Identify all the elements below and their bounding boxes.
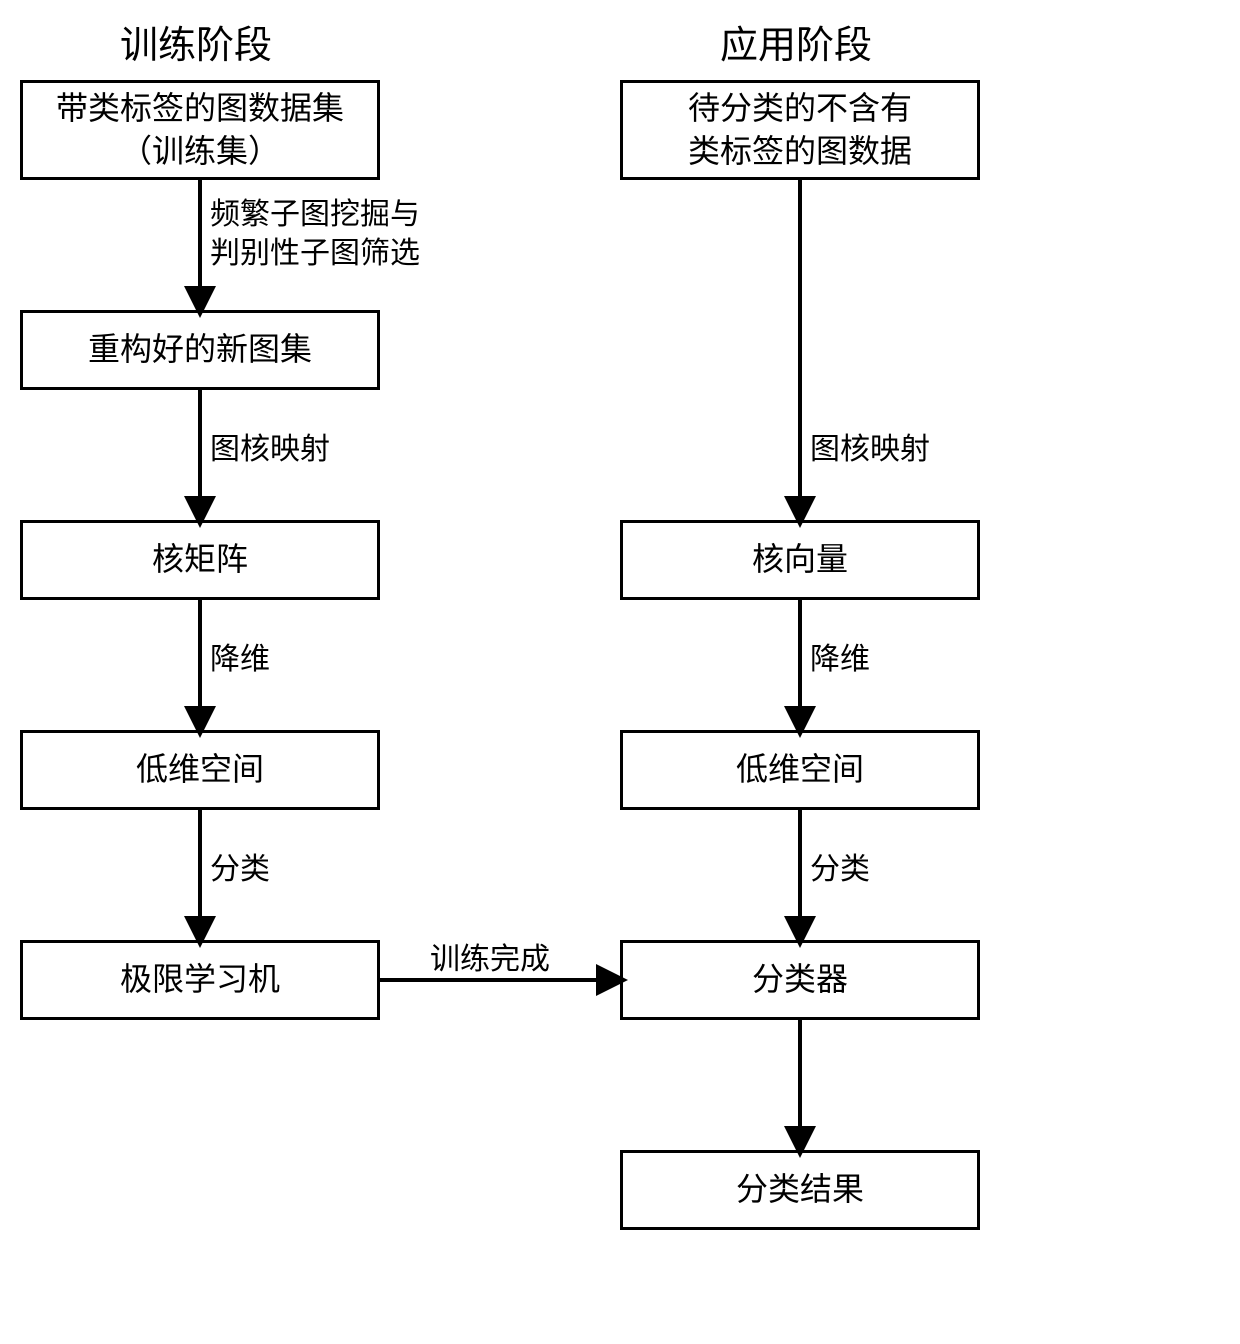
node-kernel-matrix: 核矩阵 [20,520,380,600]
edge-label-training-done: 训练完成 [430,940,550,979]
node-label: 待分类的不含有 类标签的图数据 [688,87,912,173]
node-low-dim-space-right: 低维空间 [620,730,980,810]
node-label: 核向量 [752,538,848,581]
node-kernel-vector: 核向量 [620,520,980,600]
edge-label-dimreduce-right: 降维 [810,640,870,679]
edge-label-dimreduce-left: 降维 [210,640,270,679]
node-label: 低维空间 [136,748,264,791]
node-label: 极限学习机 [120,958,280,1001]
node-result: 分类结果 [620,1150,980,1230]
edge-label-kernel-map-left: 图核映射 [210,430,330,469]
edge-label-kernel-map-right: 图核映射 [810,430,930,469]
node-label: 核矩阵 [152,538,248,581]
edge-label-classify-right: 分类 [810,850,870,889]
node-classifier: 分类器 [620,940,980,1020]
node-training-set: 带类标签的图数据集 （训练集） [20,80,380,180]
flowchart-arrows [0,0,1240,1344]
node-label: 低维空间 [736,748,864,791]
edge-label-subgraph-mining: 频繁子图挖掘与 判别性子图筛选 [210,195,420,273]
title-training-phase: 训练阶段 [120,14,272,69]
node-label: 分类结果 [736,1168,864,1211]
node-label: 带类标签的图数据集 （训练集） [56,87,344,173]
node-label: 重构好的新图集 [88,328,312,371]
node-low-dim-space-left: 低维空间 [20,730,380,810]
node-label: 分类器 [752,958,848,1001]
title-application-phase: 应用阶段 [720,14,872,69]
node-unlabeled-data: 待分类的不含有 类标签的图数据 [620,80,980,180]
node-reconstructed-graphs: 重构好的新图集 [20,310,380,390]
edge-label-classify-left: 分类 [210,850,270,889]
node-elm: 极限学习机 [20,940,380,1020]
